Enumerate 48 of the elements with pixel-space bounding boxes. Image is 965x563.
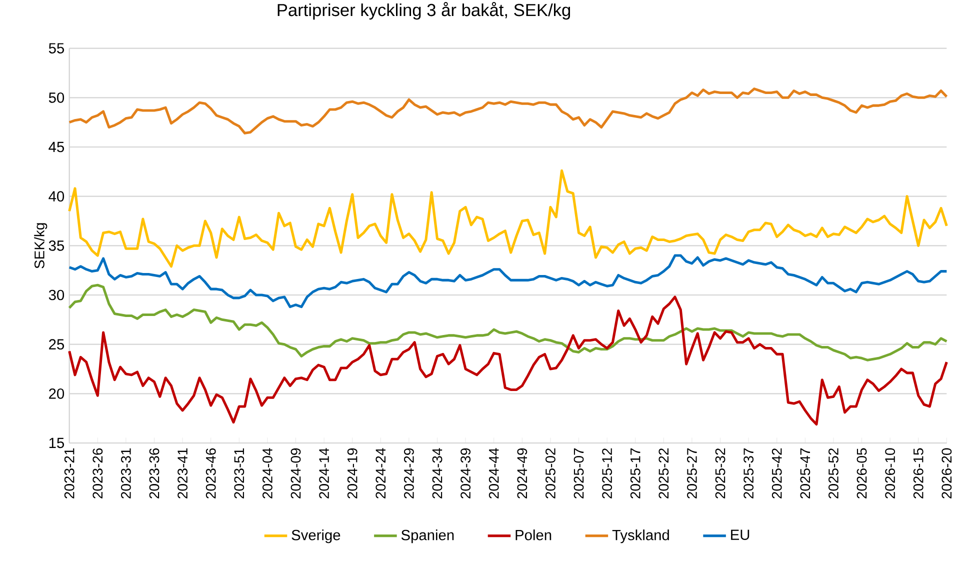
y-tick-label: 35 xyxy=(48,240,64,251)
legend-label: Polen xyxy=(516,530,552,540)
legend-label: EU xyxy=(731,530,750,540)
legend-label: Tyskland xyxy=(612,530,669,544)
x-tick-label: 2025-02 xyxy=(546,448,556,498)
x-tick-label: 2025-12 xyxy=(602,448,612,498)
x-tick-label: 2024-29 xyxy=(404,448,414,498)
x-tick-label: 2025-47 xyxy=(800,448,810,498)
x-tick-label: 2024-34 xyxy=(432,448,442,498)
x-tick-label: 2025-52 xyxy=(828,448,838,498)
x-tick-label: 2025-42 xyxy=(772,448,782,498)
x-tick-label: 2026-05 xyxy=(856,448,867,498)
chart-title: Partipriser kyckling 3 år bakåt, SEK/kg xyxy=(278,2,570,20)
x-tick-label: 2025-07 xyxy=(574,448,584,498)
x-tick-label: 2025-22 xyxy=(658,448,669,498)
x-tick-label: 2023-36 xyxy=(149,448,160,498)
y-tick-label: 25 xyxy=(49,339,64,350)
x-tick-label: 2023-41 xyxy=(178,448,188,498)
x-tick-label: 2026-20 xyxy=(942,448,952,498)
x-tick-label: 2024-19 xyxy=(347,448,358,498)
x-tick-label: 2024-04 xyxy=(262,448,272,498)
x-tick-label: 2025-37 xyxy=(744,448,754,498)
x-tick-label: 2024-39 xyxy=(460,448,471,498)
x-tick-label: 2026-10 xyxy=(885,448,896,498)
x-tick-label: 2024-09 xyxy=(290,448,301,498)
legend-label: Sverige xyxy=(292,530,340,544)
x-tick-label: 2023-26 xyxy=(92,448,103,498)
x-tick-label: 2026-15 xyxy=(913,448,924,498)
x-tick-label: 2024-24 xyxy=(376,448,386,498)
y-tick-label: 55 xyxy=(48,43,64,54)
x-tick-label: 2025-17 xyxy=(630,448,640,498)
x-tick-label: 2024-14 xyxy=(319,448,330,498)
x-tick-label: 2023-21 xyxy=(64,448,74,498)
y-tick-label: 20 xyxy=(49,388,64,399)
y-tick-label: 50 xyxy=(48,92,64,103)
x-tick-label: 2024-49 xyxy=(517,448,528,498)
x-tick-label: 2023-51 xyxy=(234,448,244,498)
y-tick-label: 45 xyxy=(48,142,64,152)
x-tick-label: 2023-46 xyxy=(206,448,216,498)
y-tick-label: 30 xyxy=(48,290,64,300)
y-tick-label: 15 xyxy=(49,438,64,448)
x-tick-label: 2024-44 xyxy=(488,448,499,498)
y-tick-label: 40 xyxy=(48,191,64,202)
x-tick-label: 2025-27 xyxy=(687,448,697,498)
y-axis-title: SEK/kg xyxy=(34,223,48,268)
x-tick-label: 2023-31 xyxy=(120,448,131,498)
legend-label: Spanien xyxy=(401,530,454,544)
x-tick-label: 2025-32 xyxy=(715,448,726,498)
